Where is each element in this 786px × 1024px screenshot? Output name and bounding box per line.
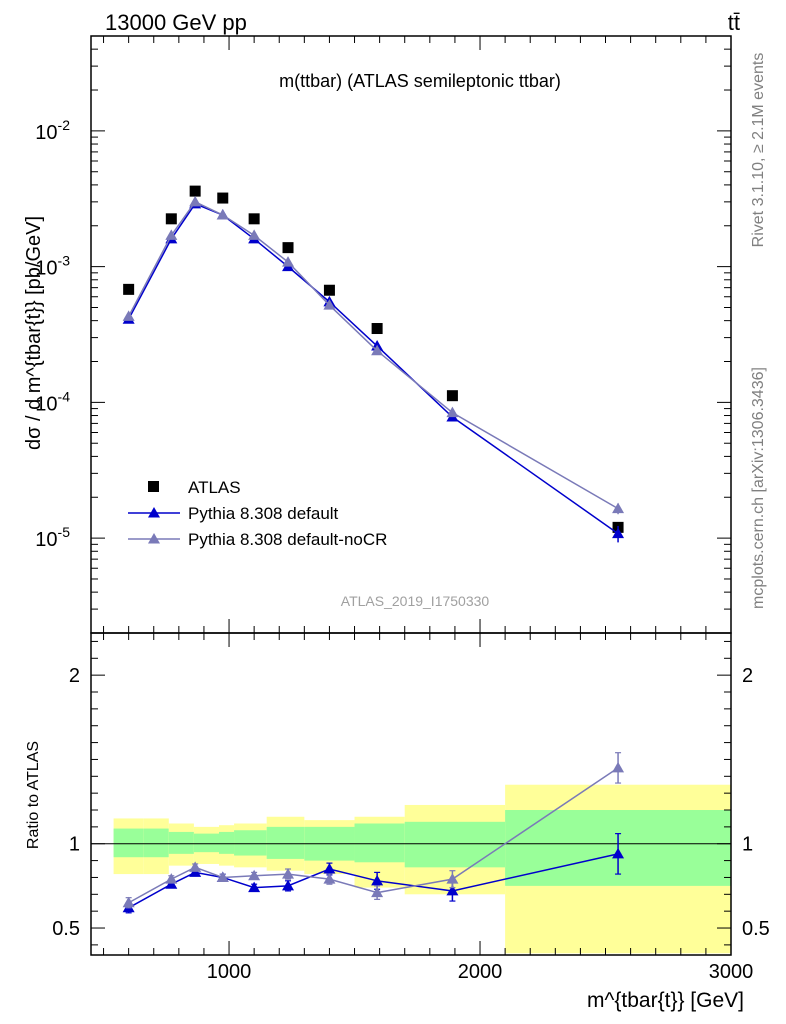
mcplots-label: mcplots.cern.ch [arXiv:1306.3436] <box>750 367 767 609</box>
stat-uncertainty-band <box>354 823 405 863</box>
series-point-2 <box>189 195 202 207</box>
series-point-2 <box>371 344 384 356</box>
ratio-y-axis-label: Ratio to ATLAS <box>25 741 42 849</box>
ratio-point-1 <box>612 761 625 773</box>
rivet-label: Rivet 3.1.10, ≥ 2.1M events <box>750 53 767 248</box>
ratio-y-tick-label-right: 0.5 <box>742 918 770 940</box>
x-tick-label: 1000 <box>207 961 252 983</box>
x-tick-label: 3000 <box>709 961 754 983</box>
legend-label: ATLAS <box>188 478 241 497</box>
legend: ATLAS Pythia 8.308 default Pythia 8.308 de… <box>128 478 387 549</box>
stat-uncertainty-band <box>113 828 144 858</box>
ratio-data-layer <box>122 752 625 914</box>
main-y-tick-label: 10-3 <box>35 253 70 280</box>
ratio-panel: 0.5 0.5 1 1 2 2 1000 2000 3000 Ratio to ATLAS m^… <box>25 632 770 1012</box>
stat-uncertainty-band <box>404 821 506 868</box>
series-point-2 <box>612 502 625 514</box>
stat-uncertainty-band <box>234 830 267 856</box>
stat-uncertainty-band <box>168 831 194 854</box>
atlas-data-point <box>123 283 135 295</box>
ratio-y-tick-label-left: 0.5 <box>52 918 80 940</box>
ratio-point-0 <box>282 879 295 891</box>
atlas-data-point <box>248 213 260 225</box>
legend-marker <box>148 481 159 492</box>
series-point-2 <box>122 310 135 321</box>
stat-uncertainty-band <box>266 826 305 859</box>
ratio-point-1 <box>216 871 229 882</box>
stat-uncertainty-band <box>193 833 219 853</box>
legend-marker <box>148 533 160 544</box>
ratio-y-tick-label-right: 2 <box>742 665 753 687</box>
legend-marker <box>148 507 160 518</box>
atlas-data-point <box>165 213 177 225</box>
ratio-y-tick-label-left: 1 <box>69 834 80 856</box>
stat-uncertainty-band <box>219 831 235 854</box>
series-point-1 <box>612 527 625 539</box>
series-line-2 <box>127 200 619 510</box>
collision-label: 13000 GeV pp <box>105 10 247 35</box>
main-data-layer <box>122 185 625 543</box>
stat-uncertainty-band <box>143 828 169 858</box>
atlas-data-point <box>446 390 458 402</box>
ratio-point-0 <box>612 847 625 859</box>
main-y-tick-label: 10-4 <box>35 388 70 415</box>
ratio-point-0 <box>446 884 459 896</box>
series-point-2 <box>446 406 459 418</box>
ratio-point-1 <box>165 873 178 884</box>
ratio-point-1 <box>248 869 261 881</box>
series-point-2 <box>323 299 336 310</box>
atlas-data-point <box>282 242 294 254</box>
x-tick-label: 2000 <box>458 961 503 983</box>
ratio-axes: 0.5 0.5 1 1 2 2 1000 2000 3000 <box>52 632 770 983</box>
ratio-point-0 <box>371 874 384 886</box>
chart-title: m(ttbar) (ATLAS semileptonic ttbar) <box>279 71 561 91</box>
legend-label: Pythia 8.308 default-noCR <box>188 530 387 549</box>
ratio-point-1 <box>446 873 459 884</box>
ratio-y-tick-label-right: 1 <box>742 834 753 856</box>
ratio-point-1 <box>122 896 135 908</box>
series-point-2 <box>216 209 229 220</box>
ratio-y-tick-label-left: 2 <box>69 665 80 687</box>
series-point-2 <box>248 229 261 240</box>
process-label: tt̄ <box>728 10 740 35</box>
ratio-point-0 <box>323 863 336 874</box>
analysis-label: ATLAS_2019_I1750330 <box>341 593 490 609</box>
ratio-point-1 <box>282 868 295 879</box>
ratio-line-1 <box>128 767 619 904</box>
ratio-point-1 <box>371 886 384 898</box>
atlas-data-point <box>189 185 201 197</box>
main-y-axis-label: dσ / d m^{tbar{t}} [pb/GeV] <box>23 216 45 450</box>
atlas-data-point <box>323 284 335 296</box>
series-point-2 <box>282 256 295 267</box>
main-panel: ATLAS Pythia 8.308 default Pythia 8.308 de… <box>23 35 732 634</box>
main-y-tick-label: 10-5 <box>35 524 70 551</box>
series-point-2 <box>165 229 178 240</box>
ratio-frame <box>90 632 732 956</box>
main-y-tick-label: 10-2 <box>35 117 70 144</box>
x-axis-label: m^{tbar{t}} [GeV] <box>587 989 744 1012</box>
ratio-point-1 <box>189 861 202 872</box>
ratio-point-1 <box>323 873 336 884</box>
legend-label: Pythia 8.308 default <box>188 504 339 523</box>
main-axes: 10-5 10-4 10-3 10-2 <box>35 35 732 634</box>
ratio-point-0 <box>248 881 261 893</box>
atlas-data-point <box>371 323 383 335</box>
atlas-data-point <box>217 192 229 204</box>
